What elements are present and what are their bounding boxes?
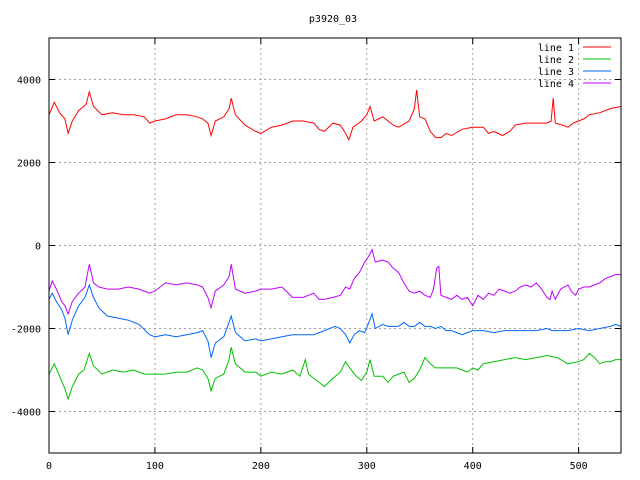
series-line-2 (48, 347, 621, 401)
x-tick-label: 200 (252, 461, 270, 472)
y-tick-label: -2000 (11, 325, 41, 336)
y-tick-label: 2000 (17, 159, 41, 170)
series-line-4 (48, 248, 621, 316)
x-tick-label: 300 (358, 461, 376, 472)
y-tick-label: 4000 (17, 76, 41, 87)
x-tick-label: 0 (46, 461, 52, 472)
x-tick-label: 400 (464, 461, 482, 472)
x-tick-label: 100 (146, 461, 164, 472)
y-tick-label: 0 (35, 242, 41, 253)
series-line-1 (48, 89, 622, 141)
legend-label: line 4 (538, 79, 574, 90)
plot-frame (48, 37, 622, 454)
y-tick-label: -4000 (11, 408, 41, 419)
axis-ticks: 0 100 200 300 400 500 -4000 -2000 0 2000 4000 (11, 38, 621, 472)
legend-label: line 1 (538, 43, 574, 54)
series-group (48, 89, 622, 401)
chart-title: p3920_03 (309, 14, 357, 25)
legend-label: line 3 (538, 67, 574, 78)
x-tick-label: 500 (570, 461, 588, 472)
series-line-3 (48, 283, 622, 358)
legend-label: line 2 (538, 55, 574, 66)
grid (49, 38, 621, 453)
